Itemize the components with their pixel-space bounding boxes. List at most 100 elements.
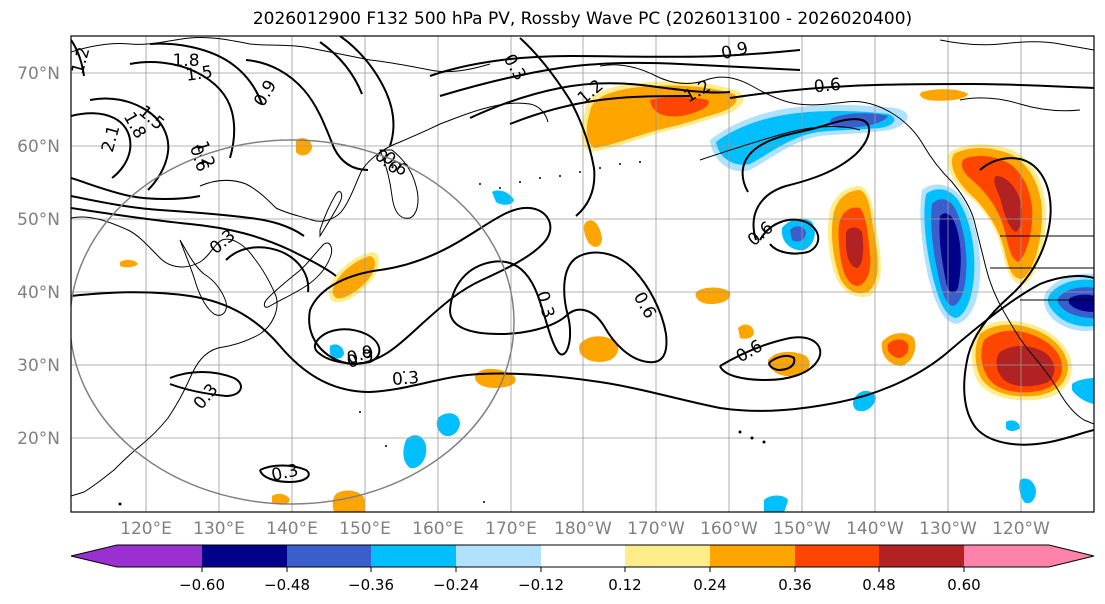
pv-contour-line — [719, 336, 822, 382]
pv-contour-line — [313, 328, 381, 365]
pv-contour-line — [71, 207, 337, 277]
pv-contour-line — [339, 36, 395, 147]
lat-label: 50°N — [17, 210, 60, 230]
pv-contour-line — [259, 464, 310, 484]
coastline — [599, 64, 1094, 425]
colorbar-tick: −0.36 — [348, 576, 394, 594]
negative-anomaly-region — [764, 495, 788, 512]
pv-contour-line — [71, 195, 305, 237]
coastlines — [71, 37, 1094, 497]
colorbar-tick: −0.12 — [518, 576, 564, 594]
colorbar-tick: 0.48 — [862, 576, 895, 594]
lon-label: 120°W — [992, 519, 1050, 539]
positive-anomaly-region — [296, 138, 312, 156]
pv-contour-line — [245, 59, 369, 171]
contour-label: 0.3 — [391, 368, 419, 390]
pv-contour-line — [89, 97, 170, 191]
colorbar-segment — [879, 545, 964, 567]
lon-label: 170°E — [485, 519, 537, 539]
coastline — [71, 37, 491, 73]
lat-label: 40°N — [17, 283, 60, 303]
pv-contour-line — [149, 42, 263, 105]
lat-label: 70°N — [17, 64, 60, 84]
pv-contour-line — [71, 112, 132, 179]
positive-anomaly-region — [650, 97, 709, 117]
colorbar-tick: 0.12 — [608, 576, 641, 594]
negative-anomaly-region — [830, 113, 888, 128]
lon-label: 180°W — [554, 519, 612, 539]
coastline — [939, 39, 1094, 51]
negative-anomaly-region — [436, 413, 460, 437]
negative-anomaly-region — [939, 213, 961, 293]
colorbar-segment — [117, 545, 202, 567]
pv-contour-line — [768, 354, 796, 372]
coastline — [71, 216, 278, 497]
positive-anomaly-region — [579, 336, 619, 362]
map-background — [71, 36, 1094, 512]
pv-contours — [71, 36, 1094, 484]
lon-label: 120°E — [120, 519, 172, 539]
pv-contour-line — [963, 157, 1094, 446]
colorbar-segment — [287, 545, 371, 567]
negative-anomaly-region — [403, 435, 427, 469]
lat-label: 20°N — [17, 429, 60, 449]
pv-contour-line — [225, 246, 310, 293]
pv-contour-line — [129, 61, 236, 159]
lon-label: 150°E — [339, 519, 391, 539]
colorbar-segment — [202, 545, 287, 567]
reference-circle — [71, 139, 515, 505]
positive-anomaly-region — [996, 346, 1055, 387]
negative-anomaly-region — [1068, 294, 1094, 312]
negative-anomaly-region — [1006, 420, 1020, 431]
pv-contour-line — [71, 275, 1094, 412]
lon-label: 130°W — [919, 519, 977, 539]
positive-anomaly-region — [583, 220, 602, 247]
pv-contour-line — [469, 82, 731, 119]
colorbar-tick: 0.36 — [778, 576, 811, 594]
pv-contour-line — [741, 118, 871, 241]
latitude-labels: 70°N 60°N 50°N 40°N 30°N 20°N — [17, 64, 60, 449]
pv-contour-line — [429, 49, 801, 77]
positive-anomaly-region — [272, 493, 290, 505]
lat-label: 30°N — [17, 356, 60, 376]
pv-contour-line — [519, 37, 596, 217]
colorbar: −0.60 −0.48 −0.36 −0.24 −0.12 0.12 0.24 … — [70, 544, 1095, 594]
colorbar-segment — [625, 545, 710, 567]
positive-anomaly-region — [120, 259, 138, 268]
colorbar-segment — [456, 545, 541, 567]
negative-anomaly-region — [1019, 478, 1036, 504]
colorbar-tick: −0.60 — [179, 576, 225, 594]
lon-label: 140°W — [846, 519, 904, 539]
contour-label: 1.8 — [172, 51, 199, 71]
negative-anomaly-region — [330, 344, 344, 359]
positive-anomaly-region — [920, 89, 968, 101]
colorbar-segment — [1049, 545, 1094, 567]
negative-anomaly-region — [1072, 378, 1094, 404]
pv-contour-line — [71, 177, 201, 200]
pv-contour-line — [729, 82, 1094, 99]
lon-label: 150°W — [773, 519, 831, 539]
colorbar-tick: 0.24 — [693, 576, 726, 594]
chart-title: 2026012900 F132 500 hPa PV, Rossby Wave … — [252, 9, 913, 29]
lon-label: 140°E — [266, 519, 318, 539]
lon-label: 160°E — [412, 519, 464, 539]
contour-label: 1.5 — [185, 62, 215, 86]
positive-anomaly-region — [887, 339, 909, 358]
negative-anomaly-region — [853, 390, 876, 412]
coastline — [179, 239, 227, 316]
anomaly-fills — [120, 81, 1094, 512]
pv-contour-line — [759, 218, 820, 255]
lon-label: 160°W — [700, 519, 758, 539]
positive-anomaly-region — [846, 227, 864, 268]
negative-anomaly-region — [492, 190, 514, 205]
colorbar-tick: 0.60 — [947, 576, 980, 594]
colorbar-outline — [70, 544, 1095, 568]
colorbar-tick: −0.24 — [433, 576, 479, 594]
colorbar-segment — [371, 545, 456, 567]
islands — [118, 161, 766, 506]
pv-contour-line — [509, 95, 691, 125]
coastline — [699, 125, 861, 161]
pv-contour-line — [319, 41, 363, 95]
positive-anomaly-region — [332, 256, 375, 299]
